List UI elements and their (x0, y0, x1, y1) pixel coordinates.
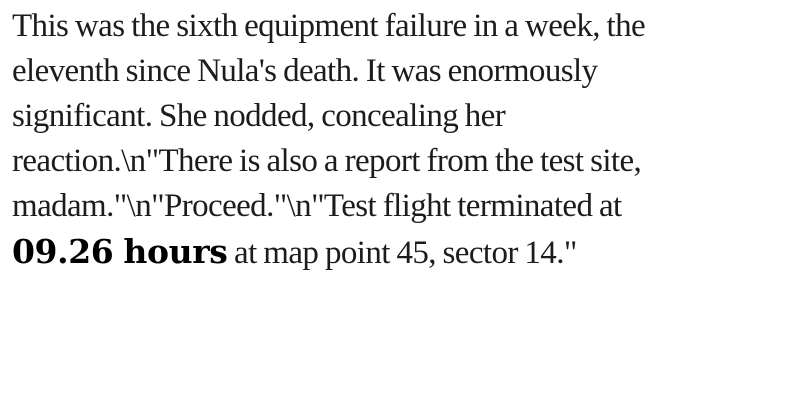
text-line-1: This was the sixth equipment failure in … (12, 8, 646, 44)
text-line-2: eleventh since Nula's death. It was enor… (12, 53, 598, 89)
text-line-6-rest: at map point 45, sector 14." (227, 235, 577, 271)
text-line-6: 09.26 hours at map point 45, sector 14." (12, 229, 792, 276)
text-line-3: significant. She nodded, concealing her (12, 98, 506, 134)
body-paragraph: This was the sixth equipment failure in … (12, 4, 792, 276)
text-line-5: madam."\n"Proceed."\n"Test flight termin… (12, 188, 622, 224)
text-line-4: reaction.\n"There is also a report from … (12, 143, 642, 179)
bold-time-text: 09.26 hours (12, 232, 228, 271)
